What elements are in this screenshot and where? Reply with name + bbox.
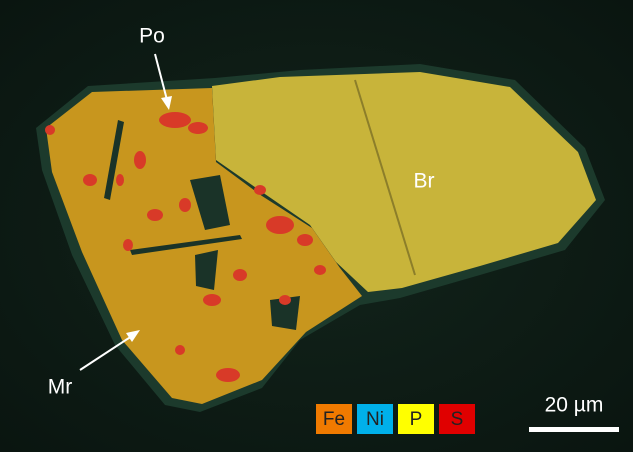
legend-label: Fe	[323, 409, 345, 430]
label-br: Br	[414, 170, 435, 193]
scale-label: 20 µm	[545, 394, 604, 417]
legend-label: Ni	[366, 409, 384, 430]
eds-map: Po Br Mr Fe Ni P S 20 µm	[0, 0, 633, 452]
label-mr: Mr	[48, 376, 73, 399]
legend-label: P	[410, 409, 423, 430]
page: Po Br Mr Fe Ni P S 20 µm (() => { const …	[0, 0, 633, 452]
scale-bar	[529, 427, 619, 432]
label-po: Po	[139, 25, 165, 48]
legend-label: S	[451, 409, 464, 430]
